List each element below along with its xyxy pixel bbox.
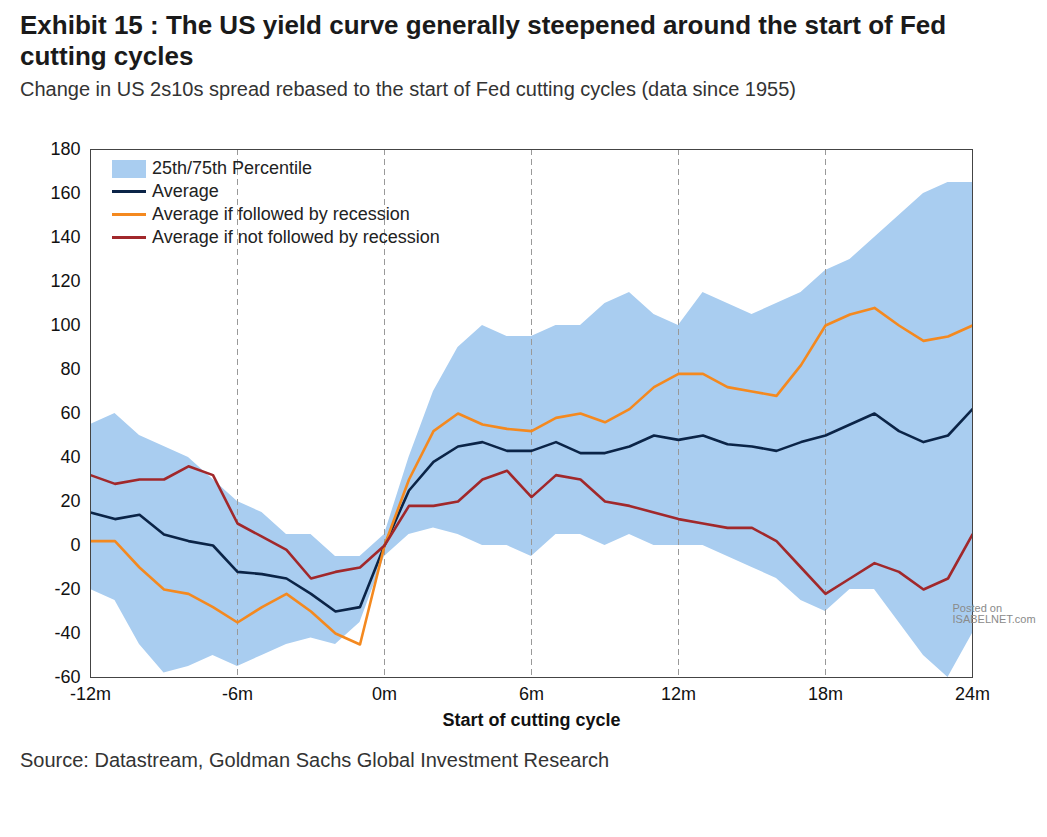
html-text:Average if not followed by rec: Average if not followed by recession	[152, 227, 440, 247]
svg-text:18m: 18m	[808, 684, 843, 704]
svg-text:60: 60	[60, 403, 80, 423]
svg-text:Posted onISABELNET.com: Posted onISABELNET.com	[953, 602, 1036, 625]
svg-text:20: 20	[60, 491, 80, 511]
svg-text:-20: -20	[54, 579, 80, 599]
svg-text:0m: 0m	[372, 684, 397, 704]
svg-text:180: 180	[50, 139, 80, 159]
svg-text:-60: -60	[54, 667, 81, 688]
svg-text:12m: 12m	[661, 684, 696, 704]
html-text:Source: Datastream, Goldman Sa: Source: Datastream, Goldman Sachs Global…	[20, 749, 610, 771]
html-text:Exhibit 15 : The US yield curv: Exhibit 15 : The US yield curve generall…	[20, 10, 947, 71]
svg-text:160: 160	[50, 183, 80, 203]
svg-text:100: 100	[50, 315, 80, 335]
svg-text:-40: -40	[54, 623, 80, 643]
svg-text:0: 0	[70, 535, 80, 555]
svg-text:-12m: -12m	[70, 684, 111, 704]
svg-text:24m: 24m	[955, 684, 990, 704]
svg-text:40: 40	[60, 447, 80, 467]
svg-text:-6m: -6m	[222, 684, 253, 704]
html-text:25th/75th Percentile: 25th/75th Percentile	[152, 158, 313, 178]
svg-text:80: 80	[60, 359, 80, 379]
html-text:Average if followed by recessi: Average if followed by recession	[152, 204, 410, 224]
html-text:Average: Average	[152, 181, 219, 201]
svg-text:140: 140	[50, 227, 80, 247]
svg-text:120: 120	[50, 271, 80, 291]
html-text:Change in US 2s10s spread reba: Change in US 2s10s spread rebased to the…	[20, 78, 796, 100]
svg-text:6m: 6m	[519, 684, 544, 704]
svg-text:Start of cutting cycle: Start of cutting cycle	[442, 710, 620, 730]
